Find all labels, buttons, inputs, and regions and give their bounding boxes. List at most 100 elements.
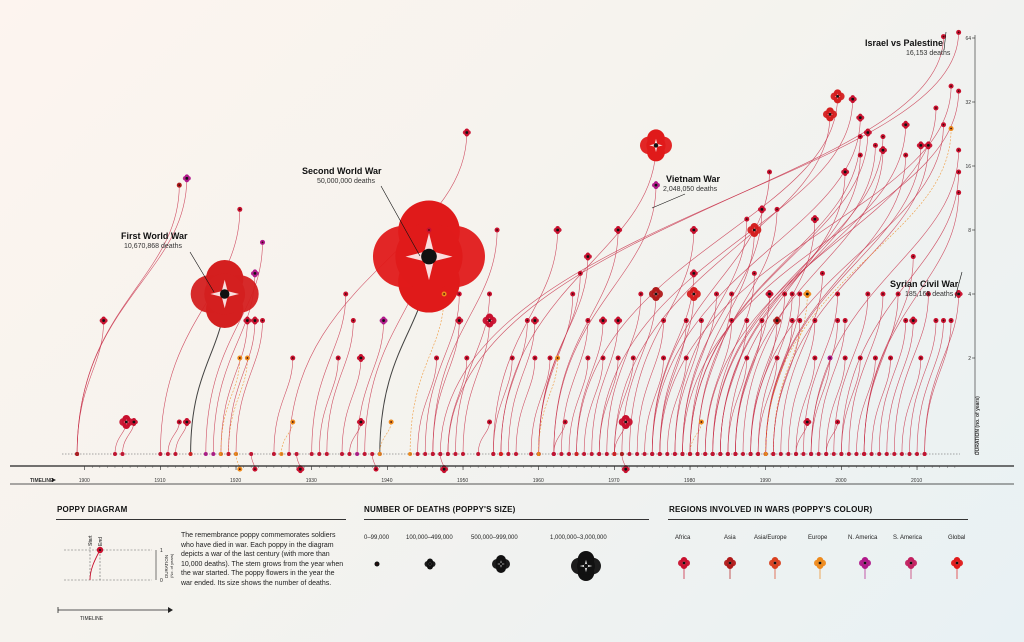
war-poppy: [903, 152, 909, 158]
war-start-dot: [884, 452, 889, 456]
war-start-dot: [922, 452, 927, 456]
war-poppy: [803, 290, 812, 298]
war-stem: [848, 293, 884, 455]
war-poppy: [835, 419, 841, 425]
diagram-poppy-center: [99, 549, 101, 551]
poppy-diagram-illustration: 1 0 Start End DURATION (No. of years) TI…: [57, 535, 174, 622]
war-poppy: [941, 318, 947, 324]
war-stem: [76, 178, 188, 455]
war-stem: [76, 320, 104, 455]
war-poppy: [880, 291, 886, 297]
war-stem: [326, 320, 354, 455]
war-stem: [651, 273, 695, 455]
war-poppy: [599, 316, 608, 325]
war-poppy: [441, 291, 447, 297]
deaths-legend-poppy-0: [374, 561, 380, 567]
war-poppy: [797, 291, 803, 297]
war-poppy: [956, 29, 962, 35]
war-poppy: [956, 88, 962, 94]
war-poppy: [910, 254, 916, 260]
war-start-dot: [589, 452, 594, 456]
war-stem: [228, 357, 248, 455]
war-start-dot: [650, 452, 655, 456]
war-stem: [167, 421, 180, 455]
war-poppy: [819, 270, 825, 276]
war-poppy: [744, 318, 750, 324]
deaths-legend-item-2: 500,000–999,000: [471, 535, 518, 541]
deaths-legend-title: NUMBER OF DEATHS (POPPY'S SIZE): [364, 505, 516, 514]
war-stem: [765, 155, 906, 455]
war-poppy: [759, 318, 765, 324]
war-poppy: [243, 316, 252, 325]
war-poppy: [757, 205, 766, 214]
war-stem: [598, 357, 619, 455]
poppy-diagram-text: The remembrance poppy commemorates soldi…: [181, 532, 344, 587]
region-legend-poppy-0: [678, 557, 690, 569]
war-poppy: [434, 355, 440, 361]
war-poppy: [129, 418, 138, 426]
war-stem: [651, 117, 861, 455]
war-poppy: [924, 141, 933, 150]
war-poppy: [941, 34, 947, 40]
war-poppy: [614, 226, 623, 234]
annotation-leader: [189, 251, 215, 293]
y-tick-label: 4: [968, 292, 971, 298]
war-stem: [651, 171, 770, 455]
war-poppy: [555, 355, 561, 361]
war-poppy: [901, 120, 910, 129]
war-start-dot: [809, 452, 814, 456]
war-poppy: [426, 227, 432, 233]
war-poppy: [933, 105, 939, 111]
war-poppy: [237, 466, 243, 472]
war-poppy: [918, 355, 924, 361]
war-stem: [704, 107, 937, 455]
deaths-legend-poppy-2: [492, 555, 510, 573]
war-poppy: [812, 355, 818, 361]
war-poppy: [857, 134, 863, 140]
war-poppy: [343, 291, 349, 297]
war-start-dot: [619, 452, 624, 456]
war-stem: [319, 357, 339, 455]
x-tick-label: 1950: [457, 478, 468, 484]
war-poppy: [827, 355, 833, 361]
x-tick-label: 1960: [533, 478, 544, 484]
war-poppy: [532, 355, 538, 361]
war-poppy: [765, 290, 774, 298]
war-start-dot: [869, 452, 874, 456]
region-label-africa: Africa: [675, 535, 691, 541]
region-label-europe: Europe: [808, 535, 828, 541]
diagram-tick-1: 1: [160, 548, 163, 554]
war-poppy: [290, 419, 296, 425]
diagram-tick-0: 0: [160, 578, 163, 584]
war-stem: [720, 145, 876, 455]
y-tick-label: 32: [965, 100, 971, 106]
diagram-stem: [89, 549, 101, 581]
war-poppy: [841, 167, 850, 176]
war-stem: [500, 145, 657, 455]
war-stem: [530, 357, 551, 455]
war-poppy: [630, 355, 636, 361]
war-poppy: [570, 291, 576, 297]
war-poppy: [683, 355, 689, 361]
annotation-leader: [380, 185, 421, 257]
x-tick-label: 2010: [911, 478, 922, 484]
region-legend-poppy-3: [814, 557, 826, 569]
war-poppy: [714, 291, 720, 297]
annotation-vietnam-title: Vietnam War: [666, 174, 721, 184]
y-tick-label: 16: [965, 164, 971, 170]
annotation-ww2-title: Second World War: [302, 166, 382, 176]
war-stem: [750, 124, 944, 455]
war-poppy: [872, 355, 878, 361]
war-poppy: [237, 206, 243, 212]
war-stem: [614, 114, 831, 455]
war-poppy: [956, 169, 962, 175]
deaths-legend-item-1: 100,000–499,000: [406, 535, 453, 541]
war-stem: [795, 357, 816, 455]
war-poppy: [956, 147, 962, 153]
war-start-dot: [695, 452, 700, 456]
war-stem: [856, 357, 876, 455]
war-stem: [667, 357, 687, 455]
war-poppy: [638, 291, 644, 297]
war-stem: [773, 320, 801, 455]
war-poppy: [797, 318, 803, 324]
